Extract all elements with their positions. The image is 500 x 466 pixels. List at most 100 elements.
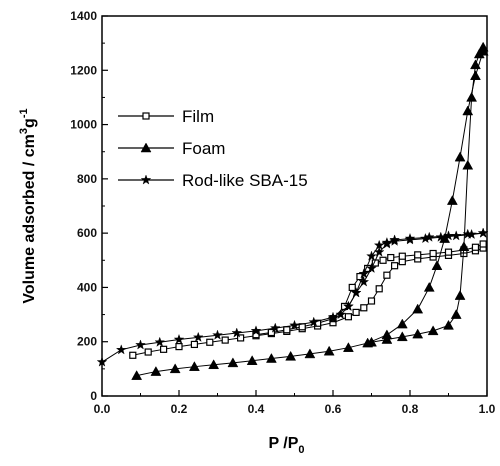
data-point-adsorption xyxy=(367,297,376,305)
y-tick-label: 0 xyxy=(90,389,97,403)
data-point-desorption xyxy=(429,249,437,258)
data-point-adsorption xyxy=(250,325,262,336)
data-point-adsorption xyxy=(212,329,223,340)
legend-item: Film xyxy=(118,107,214,126)
y-axis-title-mid: g xyxy=(21,118,38,128)
data-point-adsorption xyxy=(344,313,352,321)
y-tick-label: 200 xyxy=(77,335,97,349)
data-point-adsorption xyxy=(175,343,183,351)
data-point-adsorption xyxy=(131,370,143,380)
data-point-adsorption xyxy=(423,281,435,292)
data-point-desorption xyxy=(412,328,424,339)
legend-marker xyxy=(140,174,152,185)
data-point-adsorption xyxy=(115,344,127,355)
data-point-desorption xyxy=(427,325,439,336)
legend: Film Foam Rod-like SBA-15 xyxy=(118,107,308,190)
data-point-desorption xyxy=(381,334,393,344)
data-point-desorption xyxy=(404,232,416,244)
data-point-adsorption xyxy=(265,353,277,363)
data-point-adsorption xyxy=(208,359,220,370)
legend-label: Film xyxy=(182,107,214,126)
data-point-desorption xyxy=(343,300,354,311)
data-point-desorption xyxy=(458,241,470,251)
data-point-desorption xyxy=(477,41,489,52)
data-point-adsorption xyxy=(190,340,198,349)
x-axis-title-subscript: 0 xyxy=(298,444,304,456)
data-point-desorption xyxy=(450,309,462,319)
data-point-desorption xyxy=(350,287,362,298)
x-tick-label: 0.6 xyxy=(325,402,342,416)
y-axis-title-sup1: 3 xyxy=(18,128,30,134)
data-point-adsorption xyxy=(169,363,181,374)
data-point-desorption xyxy=(366,336,377,347)
data-point-desorption xyxy=(462,228,474,239)
data-point-adsorption xyxy=(366,250,377,261)
series-line-desorption xyxy=(332,232,484,320)
data-point-adsorption xyxy=(227,357,239,368)
data-point-desorption xyxy=(389,234,400,245)
data-point-desorption xyxy=(379,256,387,264)
data-point-adsorption xyxy=(154,336,166,347)
data-point-adsorption xyxy=(304,348,316,359)
data-point-adsorption xyxy=(285,350,297,361)
data-point-adsorption xyxy=(396,318,408,329)
data-point-desorption xyxy=(348,283,356,292)
data-point-adsorption xyxy=(237,334,245,342)
x-tick-label: 0.0 xyxy=(94,402,111,416)
data-point-desorption xyxy=(414,251,422,259)
legend-label: Rod-like SBA-15 xyxy=(182,171,308,190)
x-tick-label: 0.2 xyxy=(171,402,188,416)
data-point-desorption xyxy=(283,326,291,334)
y-tick-label: 800 xyxy=(77,172,97,186)
data-point-adsorption xyxy=(308,316,320,327)
data-point-adsorption xyxy=(206,338,214,346)
legend-marker xyxy=(142,112,150,120)
series-foam xyxy=(131,41,489,380)
data-point-desorption xyxy=(443,319,454,330)
y-tick-label: 600 xyxy=(77,226,97,240)
series-rod-like-sba-15 xyxy=(96,227,489,367)
series-film xyxy=(129,240,487,359)
series-line-desorption xyxy=(371,46,484,343)
data-point-adsorption xyxy=(129,351,137,359)
data-point-adsorption xyxy=(323,345,335,356)
legend-item: Rod-like SBA-15 xyxy=(118,171,308,190)
data-point-desorption xyxy=(462,159,474,170)
y-axis-title-main: Volume adsorbed / cm xyxy=(21,134,38,304)
data-point-desorption xyxy=(454,290,466,300)
y-tick-label: 1200 xyxy=(70,63,97,77)
data-point-desorption xyxy=(396,331,408,342)
data-point-adsorption xyxy=(446,195,458,205)
plot-area xyxy=(96,41,489,380)
data-point-desorption xyxy=(466,91,478,102)
series-line-adsorption xyxy=(132,247,484,356)
data-point-adsorption xyxy=(412,303,424,314)
data-point-desorption xyxy=(387,253,395,262)
data-point-desorption xyxy=(444,248,453,256)
data-point-desorption xyxy=(471,243,480,251)
data-point-desorption xyxy=(398,252,406,260)
data-point-adsorption xyxy=(360,304,368,312)
data-point-adsorption xyxy=(188,361,200,371)
data-point-desorption xyxy=(381,238,393,249)
data-point-adsorption xyxy=(454,151,466,162)
data-point-adsorption xyxy=(342,342,354,352)
data-point-adsorption xyxy=(221,336,229,344)
data-point-adsorption xyxy=(358,268,370,279)
data-point-adsorption xyxy=(173,333,185,345)
data-point-desorption xyxy=(327,313,339,324)
y-axis-title: Volume adsorbed / cm3g-1 xyxy=(18,108,38,303)
data-point-adsorption xyxy=(246,355,258,365)
axes: 0.0 0.2 0.4 0.6 0.8 1.0 0 200 400 600 800 1000 1200 1… xyxy=(70,9,495,416)
data-point-desorption xyxy=(443,230,454,241)
data-point-desorption xyxy=(335,308,347,320)
x-axis-title-main: P /P xyxy=(268,435,298,452)
legend-item: Foam xyxy=(118,139,225,158)
data-point-adsorption xyxy=(375,285,383,293)
data-point-desorption xyxy=(358,276,370,287)
data-point-adsorption xyxy=(383,271,391,279)
y-tick-label: 400 xyxy=(77,280,97,294)
